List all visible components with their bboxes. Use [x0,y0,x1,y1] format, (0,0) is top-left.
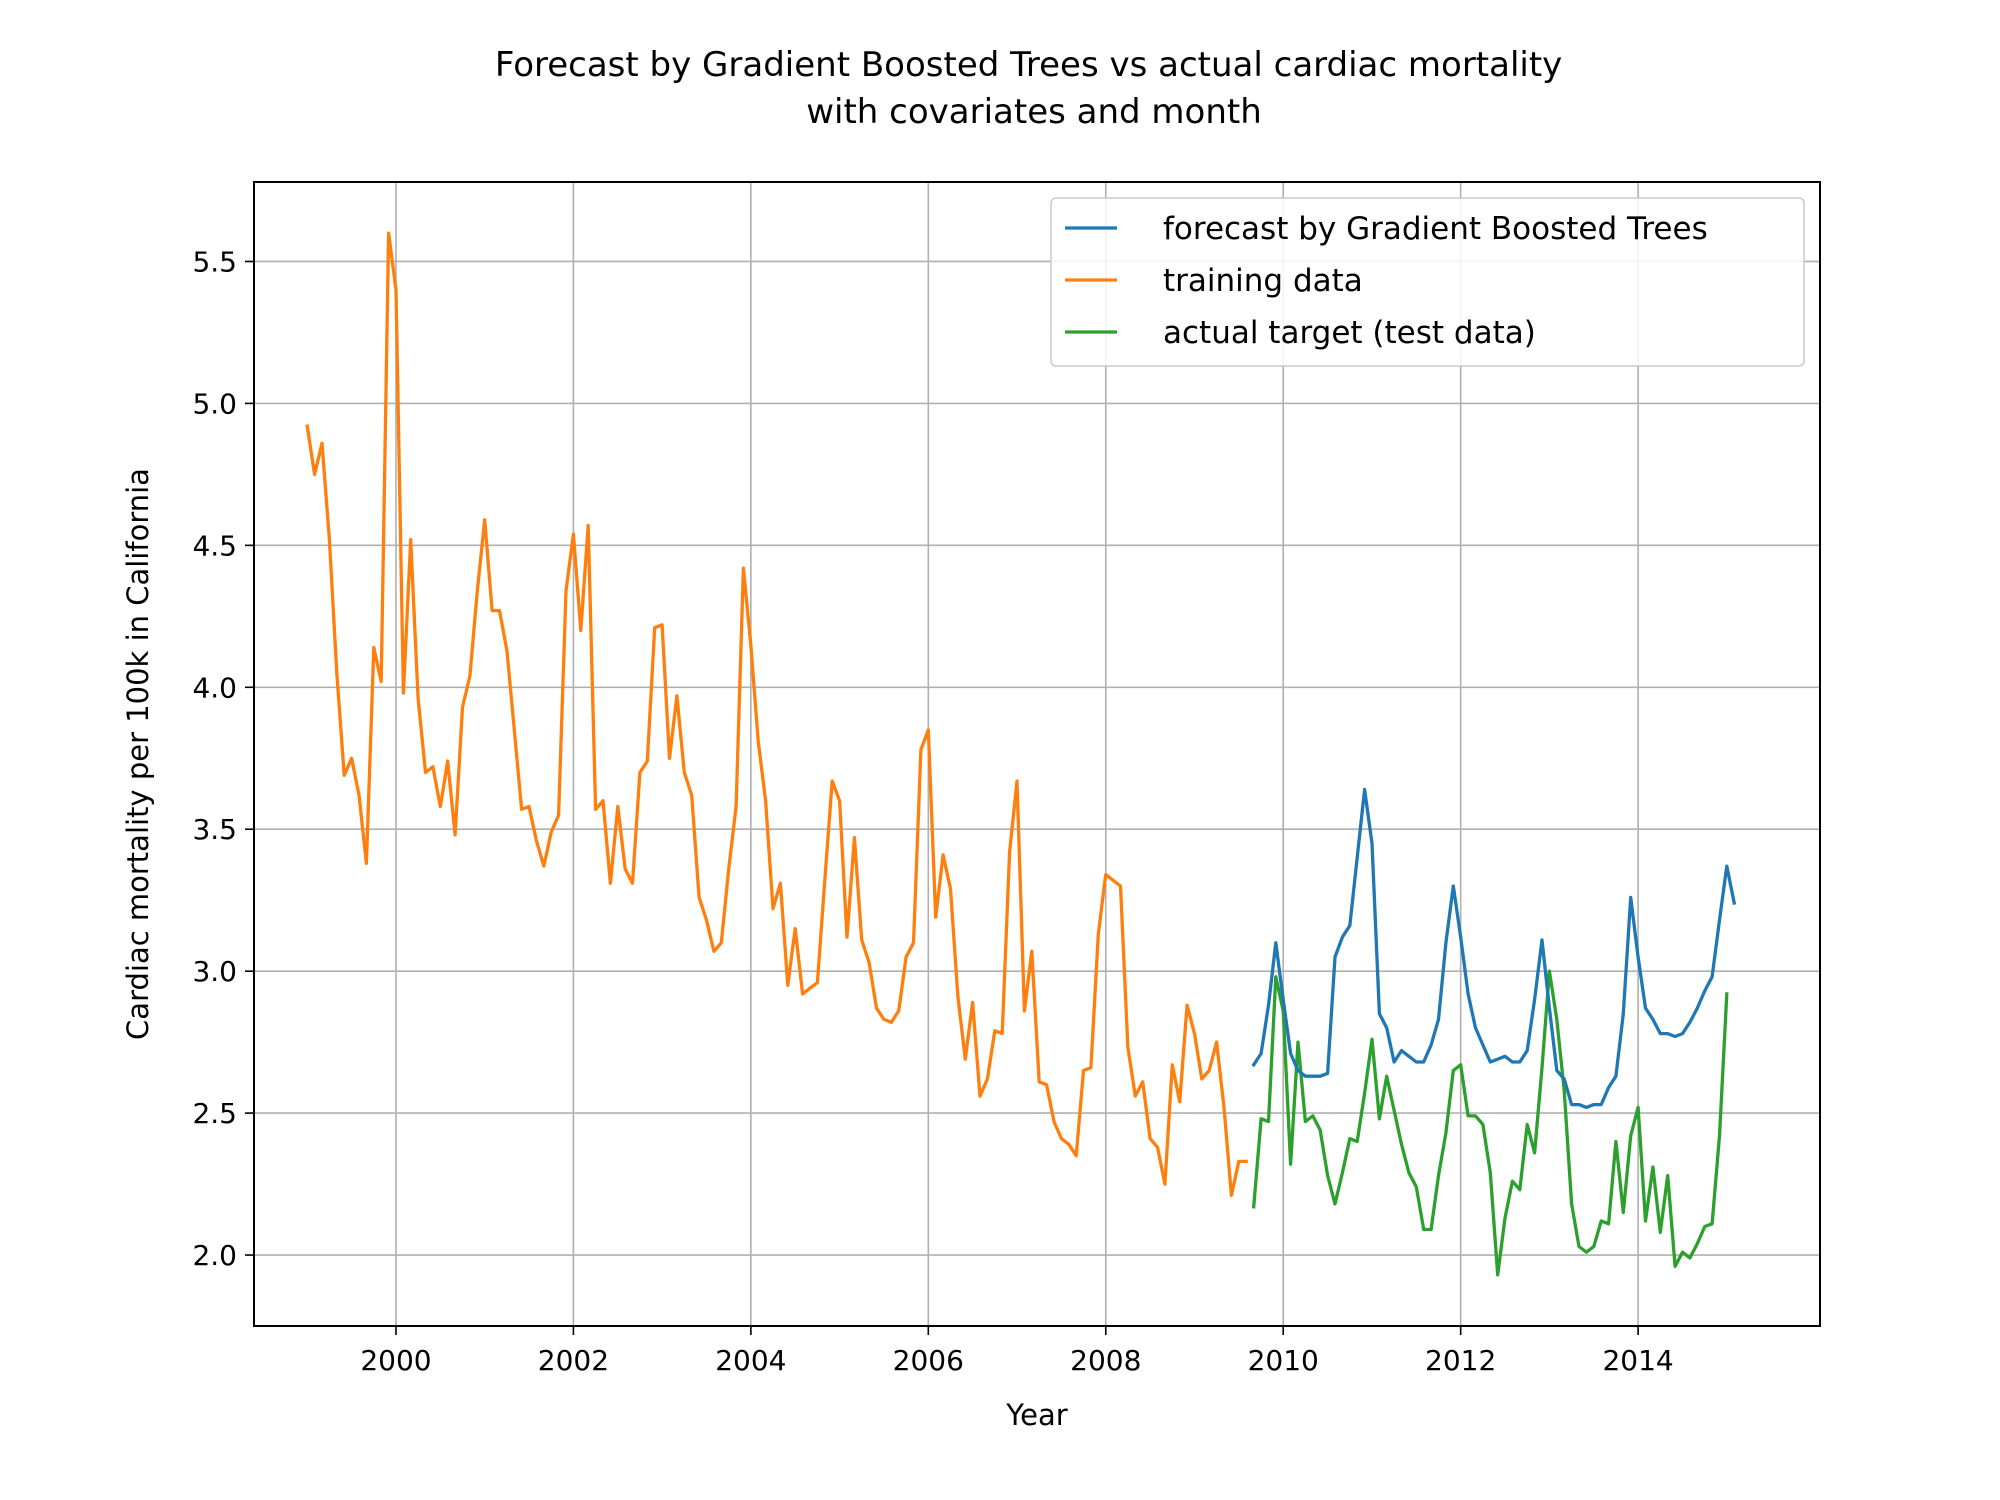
legend-entry: forecast by Gradient Boosted Trees [1163,211,1708,247]
x-tick-label: 2014 [1602,1344,1673,1377]
chart-title: Forecast by Gradient Boosted Trees vs ac… [495,45,1573,132]
legend-box [1050,197,1805,367]
legend-entry: actual target (test data) [1163,315,1536,351]
y-tick-label: 3.5 [192,813,237,846]
x-tick-label: 2002 [538,1344,609,1377]
y-tick-label: 5.0 [192,387,237,420]
legend: forecast by Gradient Boosted Trees traini… [1050,197,1805,367]
x-tick-label: 2006 [893,1344,964,1377]
series-lines [305,231,1737,1277]
chart-title-line-2: with covariates and month [806,92,1262,132]
series-line-1 [305,231,1248,1198]
legend-entry: training data [1163,263,1363,299]
series-line-0 [1251,787,1737,1110]
y-tick-label: 3.0 [192,955,237,988]
y-tick-label: 2.0 [192,1239,237,1272]
series-line-2 [1251,969,1729,1277]
grid [254,182,1820,1326]
x-tick-label: 2000 [360,1344,431,1377]
plot-area-frame [253,181,1821,1327]
x-tick-label: 2008 [1070,1344,1141,1377]
axis-ticks: 2000 2002 2004 2006 2008 2010 2012 2014 2.0 2.5 3.… [192,245,1673,1377]
x-tick-label: 2012 [1425,1344,1496,1377]
x-tick-label: 2010 [1248,1344,1319,1377]
y-tick-label: 4.5 [192,529,237,562]
y-axis-label: Cardiac mortality per 100k in California [121,468,155,1040]
x-axis-label: Year [1005,1398,1067,1432]
chart-title-line-1: Forecast by Gradient Boosted Trees vs ac… [495,45,1562,85]
x-tick-label: 2004 [715,1344,786,1377]
y-tick-label: 5.5 [192,245,237,278]
y-tick-label: 2.5 [192,1097,237,1130]
y-tick-label: 4.0 [192,671,237,704]
